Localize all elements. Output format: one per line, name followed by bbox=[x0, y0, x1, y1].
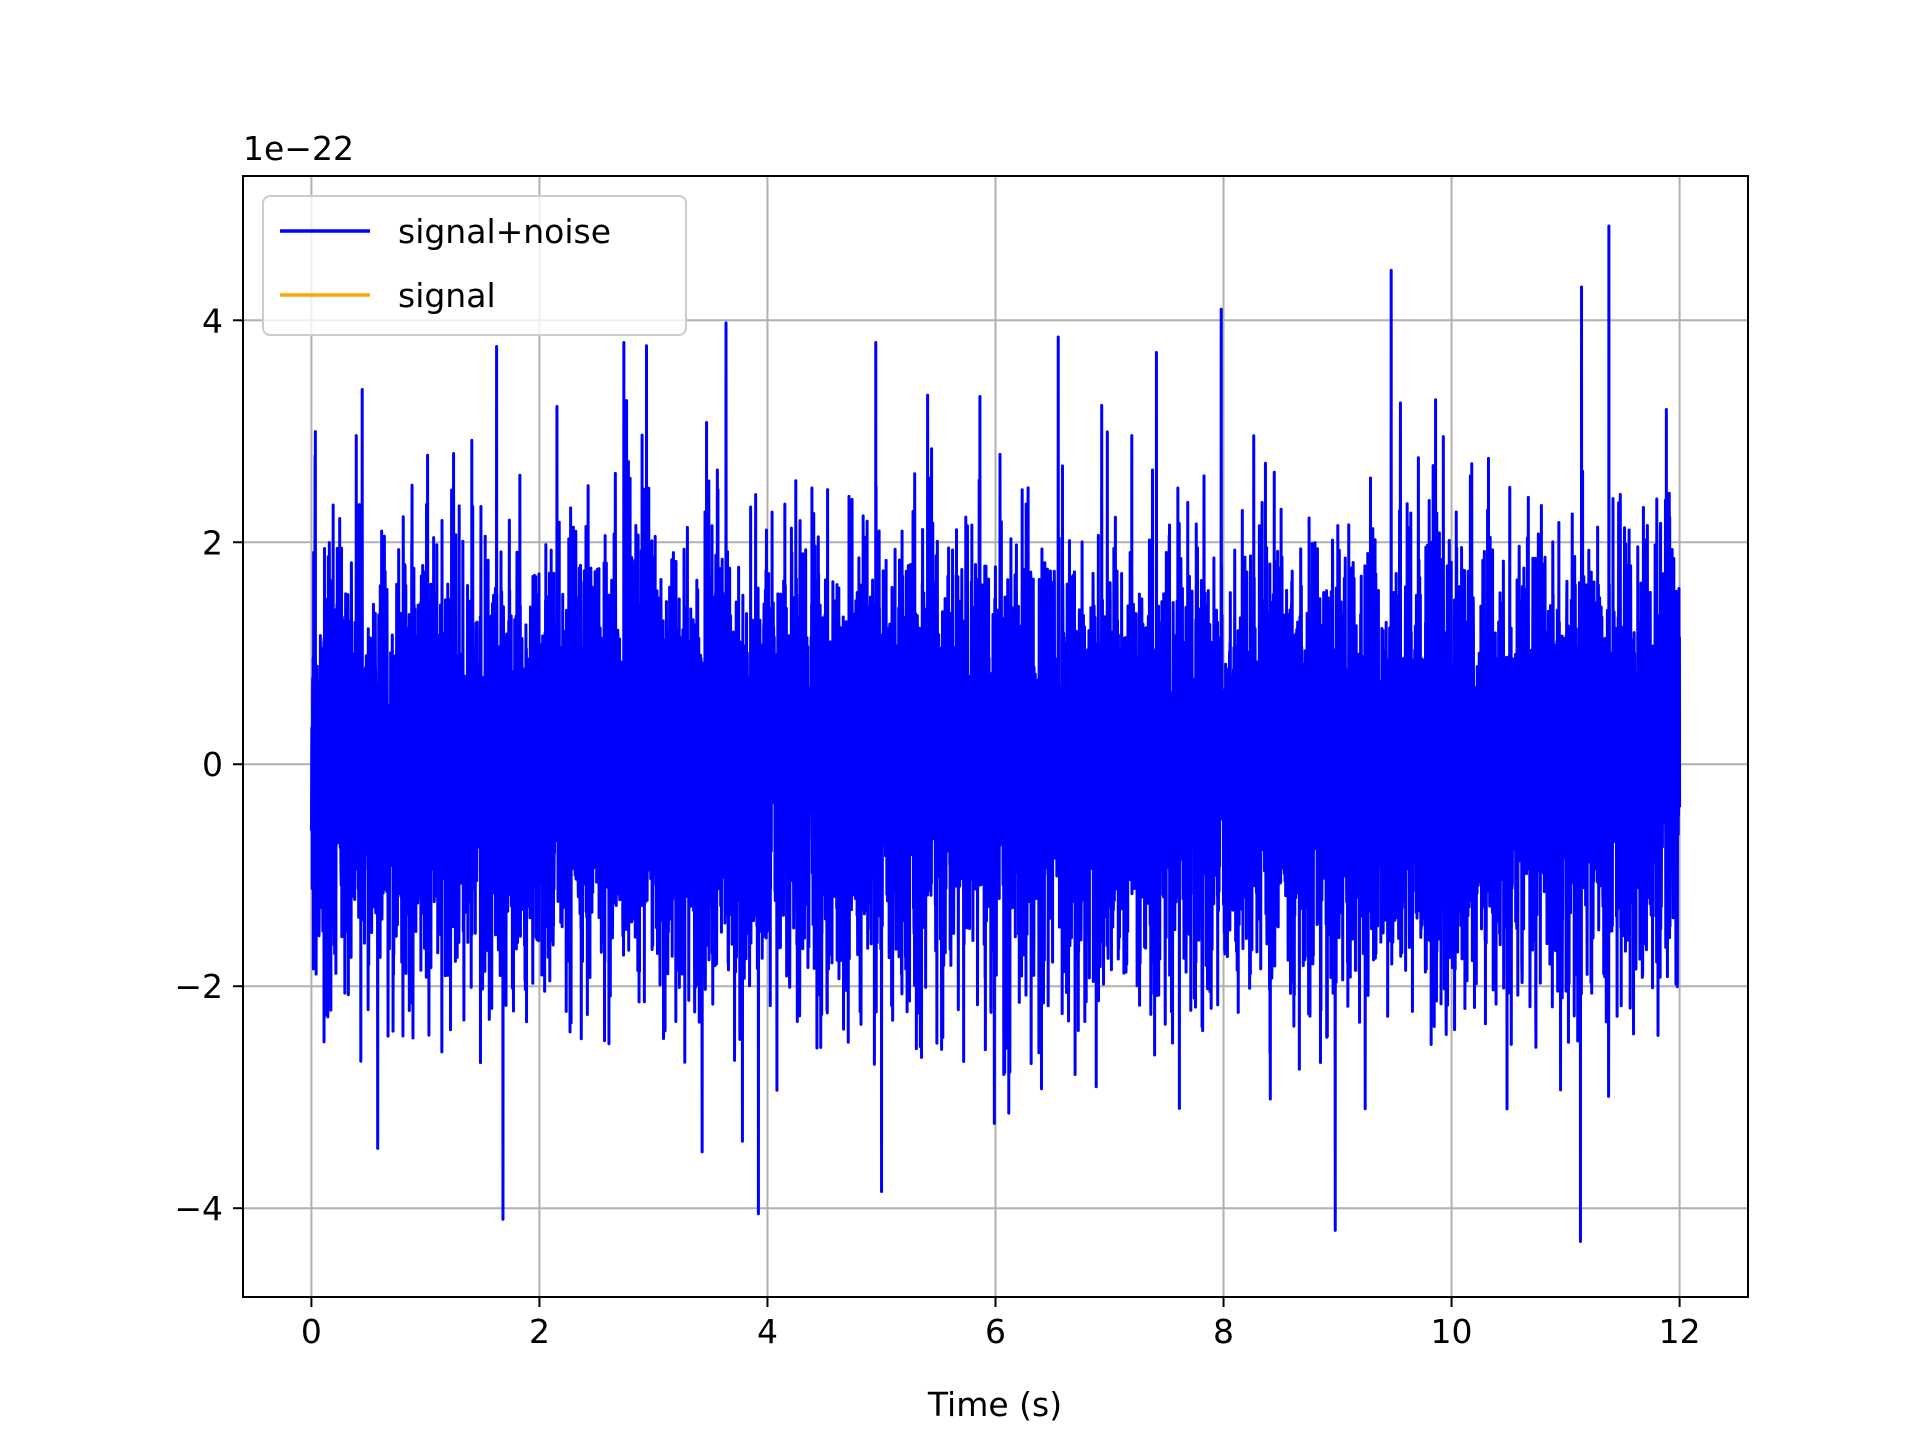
x-tick-label: 10 bbox=[1431, 1312, 1473, 1351]
legend-label-signal-noise: signal+noise bbox=[398, 212, 611, 251]
y-tick-label: −2 bbox=[174, 967, 223, 1006]
x-tick-label: 4 bbox=[757, 1312, 778, 1351]
series-line-signal-noise bbox=[309, 224, 1682, 1243]
legend: signal+noise signal bbox=[262, 195, 687, 336]
x-axis-label: Time (s) bbox=[927, 1385, 1062, 1424]
legend-label-signal: signal bbox=[398, 276, 496, 315]
y-tick-label: 4 bbox=[202, 301, 223, 340]
x-tick-label: 12 bbox=[1659, 1312, 1701, 1351]
y-axis-offset-label: 1e−22 bbox=[243, 129, 354, 168]
x-tick-label: 8 bbox=[1213, 1312, 1234, 1351]
x-tick-label: 0 bbox=[301, 1312, 322, 1351]
y-axis-ticks: −4 −2 0 2 4 bbox=[174, 301, 243, 1228]
series-layer bbox=[309, 224, 1682, 1243]
y-tick-label: −4 bbox=[174, 1189, 223, 1228]
x-tick-label: 6 bbox=[985, 1312, 1006, 1351]
y-tick-label: 2 bbox=[202, 523, 223, 562]
x-tick-label: 2 bbox=[529, 1312, 550, 1351]
x-axis-ticks: 0 2 4 6 8 10 12 bbox=[301, 1297, 1701, 1351]
y-tick-label: 0 bbox=[202, 745, 223, 784]
